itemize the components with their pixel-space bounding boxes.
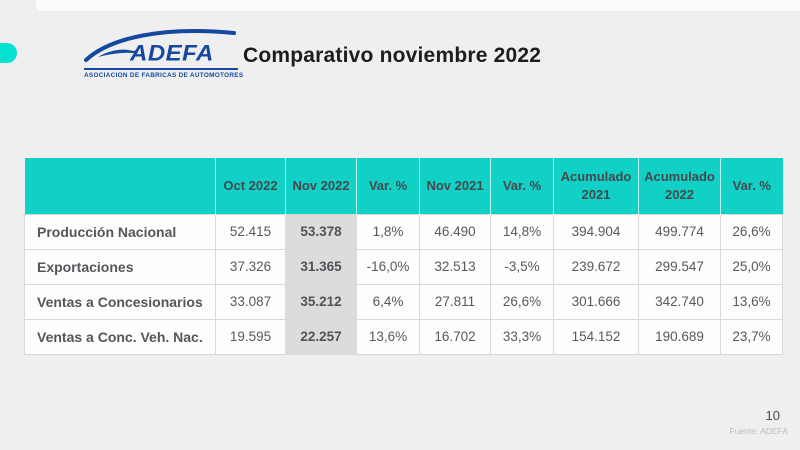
cell-value: 32.513 xyxy=(419,248,491,285)
cell-value: 37.326 xyxy=(215,248,286,285)
cell-value: 342.740 xyxy=(638,283,721,320)
cell-value-highlighted: 31.365 xyxy=(285,248,357,285)
cell-value: 239.672 xyxy=(553,248,639,285)
adefa-logo: ADEFA ASOCIACION DE FABRICAS DE AUTOMOTO… xyxy=(84,24,244,82)
cell-value: 52.415 xyxy=(215,213,286,250)
cell-value: 27.811 xyxy=(419,283,491,320)
row-label-ventas-concesionarios: Ventas a Concesionarios xyxy=(24,283,216,320)
cell-value: 190.689 xyxy=(638,318,721,355)
page-title: Comparativo noviembre 2022 xyxy=(243,44,542,67)
header-cell-oct-2022: Oct 2022 xyxy=(215,158,286,214)
table-row: Producción Nacional 52.415 53.378 1,8% 4… xyxy=(24,213,783,250)
cell-value: 6,4% xyxy=(356,283,420,320)
cell-value: 13,6% xyxy=(720,283,783,320)
cell-value: 13,6% xyxy=(356,318,420,355)
top-white-strip xyxy=(36,0,800,11)
cell-value: 16.702 xyxy=(419,318,491,355)
source-note: Fuente: ADEFA xyxy=(729,426,788,436)
comparison-table: Oct 2022 Nov 2022 Var. % Nov 2021 Var. %… xyxy=(24,158,783,355)
cell-value: 23,7% xyxy=(720,318,783,355)
logo-rule xyxy=(84,68,238,70)
cell-value: 394.904 xyxy=(553,213,639,250)
header-cell-nov-2022: Nov 2022 xyxy=(285,158,357,214)
table-row: Ventas a Concesionarios 33.087 35.212 6,… xyxy=(24,283,783,320)
cell-value: 299.547 xyxy=(638,248,721,285)
logo-subtitle: ASOCIACION DE FABRICAS DE AUTOMOTORES xyxy=(84,72,244,79)
table-header-row: Oct 2022 Nov 2022 Var. % Nov 2021 Var. %… xyxy=(24,158,783,214)
car-swoosh-icon xyxy=(84,29,236,62)
cell-value: 26,6% xyxy=(490,283,554,320)
row-label-produccion-nacional: Producción Nacional xyxy=(24,213,216,250)
cell-value: -16,0% xyxy=(356,248,420,285)
table-row: Exportaciones 37.326 31.365 -16,0% 32.51… xyxy=(24,248,783,285)
cell-value: 154.152 xyxy=(553,318,639,355)
header-cell-acumulado-2022: Acumulado 2022 xyxy=(638,158,721,214)
cell-value: 33,3% xyxy=(490,318,554,355)
header-cell-var-1: Var. % xyxy=(356,158,420,214)
header-cell-var-3: Var. % xyxy=(720,158,783,214)
slide-footer: 10 Fuente: ADEFA xyxy=(729,408,788,436)
logo-wordmark: ADEFA xyxy=(130,41,214,66)
header-cell-acumulado-2021: Acumulado 2021 xyxy=(553,158,639,214)
cell-value-highlighted: 35.212 xyxy=(285,283,357,320)
row-label-ventas-conc-veh-nac: Ventas a Conc. Veh. Nac. xyxy=(24,318,216,355)
cell-value: 14,8% xyxy=(490,213,554,250)
cell-value: 33.087 xyxy=(215,283,286,320)
cell-value-highlighted: 22.257 xyxy=(285,318,357,355)
cell-value: 46.490 xyxy=(419,213,491,250)
cell-value: -3,5% xyxy=(490,248,554,285)
cell-value: 19.595 xyxy=(215,318,286,355)
row-label-exportaciones: Exportaciones xyxy=(24,248,216,285)
table-row: Ventas a Conc. Veh. Nac. 19.595 22.257 1… xyxy=(24,318,783,355)
cell-value: 499.774 xyxy=(638,213,721,250)
header-cell-blank xyxy=(24,158,216,214)
cell-value: 301.666 xyxy=(553,283,639,320)
teal-accent-pill xyxy=(0,43,17,63)
header-cell-nov-2021: Nov 2021 xyxy=(419,158,491,214)
cell-value: 25,0% xyxy=(720,248,783,285)
cell-value-highlighted: 53.378 xyxy=(285,213,357,250)
cell-value: 1,8% xyxy=(356,213,420,250)
header-cell-var-2: Var. % xyxy=(490,158,554,214)
cell-value: 26,6% xyxy=(720,213,783,250)
page-number: 10 xyxy=(765,408,780,423)
